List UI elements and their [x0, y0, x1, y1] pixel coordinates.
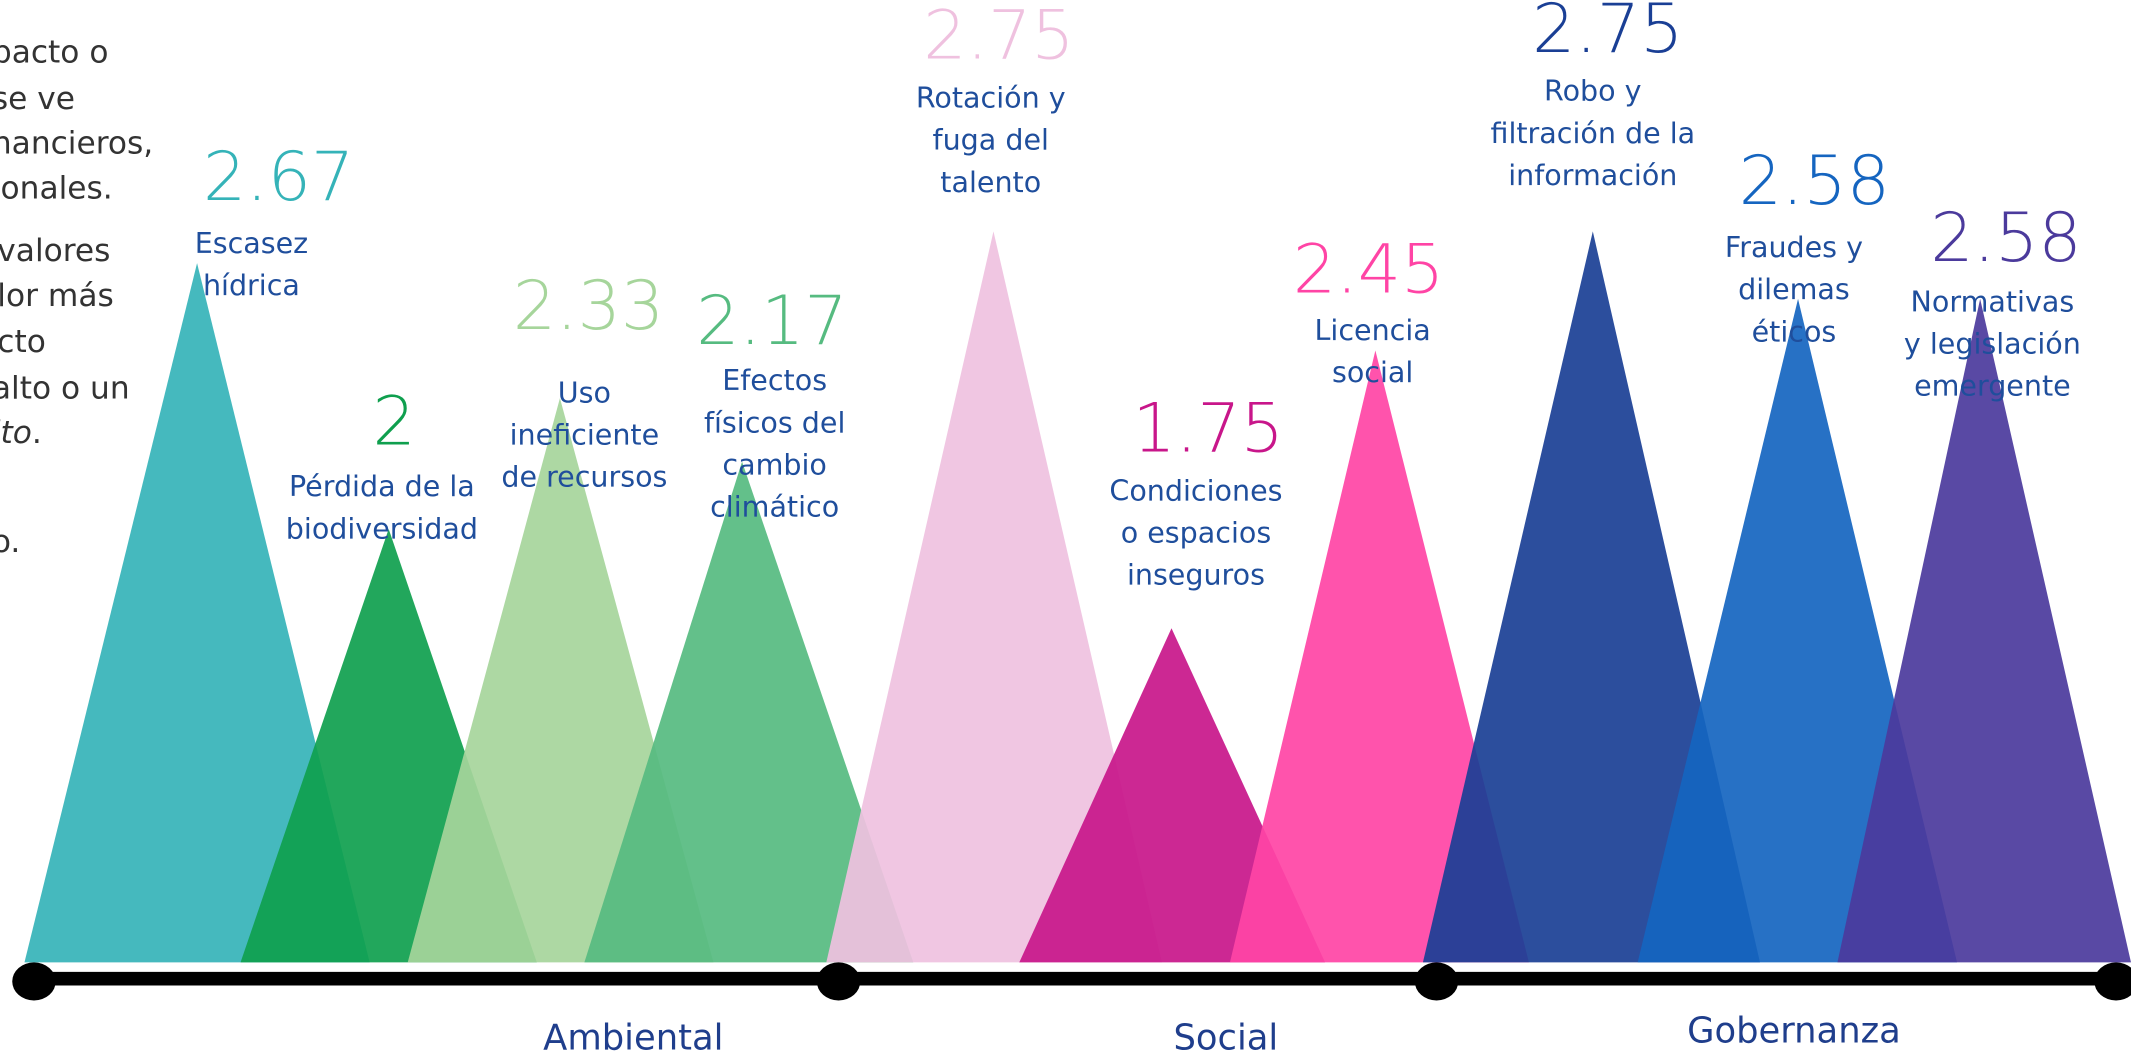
- paragraph-text: cto: [0, 324, 46, 360]
- timeline: [12, 962, 2131, 1001]
- name-label: información: [1508, 159, 1677, 192]
- paragraph-line: lto.: [0, 415, 42, 451]
- paragraph-text: alto o un: [0, 370, 130, 406]
- name-label: fuga del: [933, 124, 1049, 157]
- timeline-dot: [12, 962, 56, 1001]
- name-label: de recursos: [501, 461, 667, 494]
- group-label: Ambiental: [543, 1017, 723, 1055]
- group-label: Gobernanza: [1687, 1011, 1901, 1052]
- paragraph-line: o.: [0, 524, 20, 560]
- timeline-dot: [816, 962, 861, 1001]
- value-label: 2: [373, 383, 416, 462]
- paragraph-line: se ve: [0, 81, 75, 117]
- paragraph-text: o.: [0, 524, 20, 560]
- name-label: hídrica: [203, 269, 300, 302]
- name-label: Fraudes y: [1725, 231, 1863, 264]
- triangle: [24, 263, 370, 963]
- paragraph-line: alto o un: [0, 370, 130, 406]
- name-label: Uso: [558, 376, 611, 409]
- paragraph-text: pacto o: [0, 35, 108, 71]
- paragraph-line: pacto o: [0, 35, 108, 71]
- paragraph-text: nancieros,: [0, 126, 153, 162]
- timeline-dot: [2094, 962, 2131, 1001]
- name-label: o espacios: [1121, 516, 1271, 549]
- paragraph-text: valores: [0, 233, 110, 269]
- name-label: talento: [940, 166, 1041, 199]
- name-label: dilemas: [1738, 273, 1850, 306]
- name-label: ineficiente: [510, 419, 660, 452]
- name-label: Pérdida de la: [289, 470, 475, 503]
- name-label: inseguros: [1127, 559, 1265, 592]
- value-label: 1.75: [1133, 389, 1284, 468]
- name-label: social: [1332, 356, 1413, 389]
- triangle: [1837, 298, 2131, 963]
- name-label: y legislación: [1904, 328, 2081, 361]
- value-label: 2.75: [923, 0, 1074, 76]
- paragraph-text: .: [32, 415, 42, 451]
- name-label: emergente: [1914, 370, 2071, 403]
- name-label: Licencia: [1315, 314, 1431, 347]
- timeline-dot: [1414, 962, 1459, 1001]
- triangle: [826, 231, 1162, 963]
- name-label: Rotación y: [916, 82, 1066, 115]
- paragraph-text: ionales.: [0, 171, 113, 207]
- name-label: Normativas: [1911, 285, 2075, 318]
- triangles: [24, 231, 2131, 963]
- paragraph-text: lto: [0, 415, 32, 451]
- group-label: Social: [1173, 1017, 1278, 1055]
- name-label: climático: [710, 491, 839, 524]
- triangle: [1229, 350, 1529, 963]
- paragraph-text: se ve: [0, 81, 75, 117]
- value-label: 2.17: [696, 282, 847, 361]
- name-label: biodiversidad: [286, 512, 478, 545]
- name-label: cambio: [722, 448, 826, 481]
- name-label: físicos del: [704, 406, 845, 439]
- paragraph-line: nancieros,: [0, 126, 153, 162]
- value-label: 2.67: [203, 138, 354, 217]
- labels: 2.67 Escasez hídrica 2 Pérdida de la biodiver…: [195, 0, 2082, 592]
- value-label: 2.58: [1739, 142, 1890, 221]
- value-label: 2.75: [1532, 0, 1683, 69]
- paragraph-line: lor más: [0, 278, 114, 314]
- name-label: Condiciones: [1109, 474, 1282, 507]
- paragraph-line: ionales.: [0, 171, 113, 207]
- triangle: [584, 461, 914, 963]
- triangle: [1422, 231, 1760, 963]
- name-label: éticos: [1752, 315, 1837, 348]
- paragraph-line: cto: [0, 324, 46, 360]
- name-label: filtración de la: [1490, 117, 1695, 150]
- paragraph-text: lor más: [0, 278, 114, 314]
- paragraph-line: valores: [0, 233, 110, 269]
- value-label: 2.33: [513, 267, 664, 346]
- name-label: Efectos: [722, 364, 827, 397]
- value-label: 2.58: [1930, 199, 2081, 278]
- name-label: Escasez: [195, 227, 308, 260]
- triangle: [1019, 628, 1326, 963]
- value-label: 2.45: [1293, 230, 1444, 309]
- name-label: Robo y: [1544, 75, 1642, 108]
